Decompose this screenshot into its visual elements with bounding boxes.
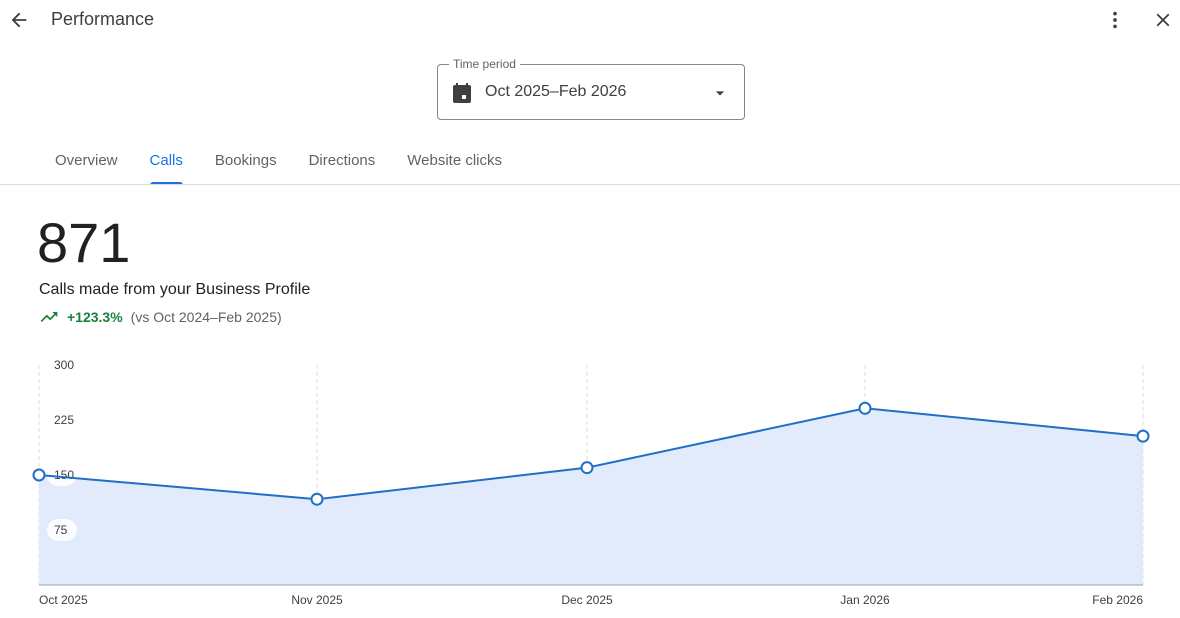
close-icon	[1156, 13, 1170, 27]
x-tick-label: Oct 2025	[39, 593, 88, 607]
tab-calls[interactable]: Calls	[134, 140, 199, 185]
data-point	[580, 461, 594, 475]
y-tick-label: 225	[54, 413, 74, 427]
trending-up-icon	[40, 312, 58, 322]
close-button[interactable]	[1149, 6, 1177, 34]
calls-chart: 75 150 225 300 Oct 2025 Nov 2025 Dec 2025 Jan 2…	[32, 354, 1150, 607]
more-vert-icon	[1113, 11, 1117, 29]
x-tick-label: Nov 2025	[291, 593, 343, 607]
area-fill	[39, 408, 1143, 585]
tab-divider	[0, 184, 1180, 185]
y-tick-bg	[47, 464, 77, 486]
tab-bar: Overview Calls Bookings Directions Websi…	[39, 140, 518, 185]
page-title: Performance	[51, 9, 155, 29]
more-options-button[interactable]	[1101, 6, 1129, 34]
time-period-label: Time period	[449, 57, 520, 71]
x-tick-label: Jan 2026	[840, 593, 890, 607]
y-tick-bg	[47, 354, 77, 376]
time-period-value: Oct 2025–Feb 2026	[485, 83, 627, 100]
y-tick-bg	[47, 409, 77, 431]
y-tick-label: 150	[54, 468, 74, 482]
y-tick-label: 300	[54, 358, 74, 372]
tab-overview[interactable]: Overview	[55, 152, 118, 169]
x-tick-label: Feb 2026	[1092, 593, 1143, 607]
metric-description: Calls made from your Business Profile	[39, 281, 311, 298]
y-tick-bg	[47, 519, 77, 541]
change-percent: +123.3%	[67, 309, 123, 325]
total-calls: 871	[37, 211, 131, 274]
tab-directions[interactable]: Directions	[308, 152, 376, 169]
dropdown-arrow-icon	[715, 91, 725, 96]
comparison-period: (vs Oct 2024–Feb 2025)	[130, 309, 282, 325]
data-point	[32, 468, 46, 482]
data-point	[1136, 429, 1150, 443]
time-period-select[interactable]: Time period Oct 2025–Feb 2026	[437, 57, 745, 120]
calendar-icon	[453, 83, 471, 103]
y-tick-label: 75	[54, 523, 68, 537]
x-tick-label: Dec 2025	[561, 593, 613, 607]
arrow-back-icon	[11, 12, 27, 28]
trend-row: +123.3% (vs Oct 2024–Feb 2025)	[39, 307, 282, 327]
back-button[interactable]	[5, 6, 33, 34]
data-point	[858, 401, 872, 415]
tab-website-clicks[interactable]: Website clicks	[407, 152, 503, 169]
data-point	[310, 492, 324, 506]
tab-bookings[interactable]: Bookings	[214, 152, 277, 169]
